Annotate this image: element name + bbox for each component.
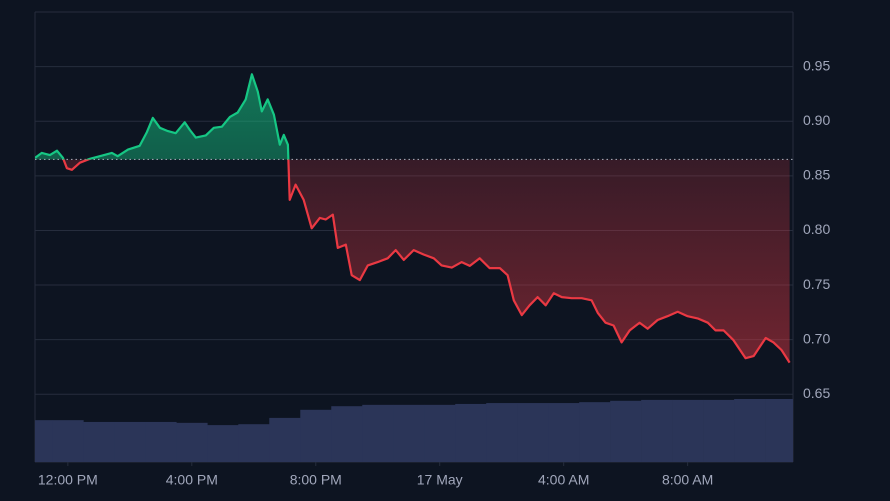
- volume-bar: [579, 402, 611, 462]
- y-tick-label: 0.85: [803, 167, 830, 183]
- y-tick-label: 0.80: [803, 221, 830, 237]
- volume-bar: [176, 422, 208, 462]
- volume-bar: [362, 404, 394, 462]
- y-tick-label: 0.70: [803, 330, 830, 346]
- area-below: [63, 159, 790, 363]
- volume-bar: [207, 425, 239, 462]
- volume-bar: [35, 420, 53, 462]
- volume-bar: [145, 421, 177, 462]
- volume-bar: [610, 400, 642, 462]
- volume-bar: [393, 404, 425, 462]
- volume-bar: [114, 421, 146, 462]
- volume-bar: [548, 403, 580, 462]
- volume-bar: [734, 399, 766, 462]
- price-line-down: [62, 159, 791, 364]
- y-tick-label: 0.90: [803, 112, 830, 128]
- price-line-up: [35, 73, 290, 160]
- y-tick-label: 0.95: [803, 57, 830, 73]
- y-tick-label: 0.75: [803, 276, 830, 292]
- volume-bar: [455, 403, 487, 462]
- volume-bar: [517, 403, 549, 462]
- volume-bar: [703, 399, 735, 462]
- x-tick-label: 8:00 AM: [662, 472, 713, 488]
- volume-bar: [424, 404, 456, 462]
- volume-bar: [52, 420, 84, 462]
- volume-bar: [331, 406, 363, 462]
- area-above: [35, 74, 790, 160]
- volume-bar: [641, 399, 673, 462]
- x-tick-label: 4:00 PM: [166, 472, 218, 488]
- x-tick-label: 17 May: [417, 472, 463, 488]
- x-tick-label: 12:00 PM: [38, 472, 98, 488]
- volume-bar: [300, 409, 332, 462]
- volume-bar: [765, 399, 793, 462]
- y-tick-label: 0.65: [803, 385, 830, 401]
- volume-bar: [269, 417, 301, 462]
- x-tick-label: 8:00 PM: [290, 472, 342, 488]
- volume-bar: [672, 399, 704, 462]
- volume-bar: [238, 424, 270, 462]
- x-tick-label: 4:00 AM: [538, 472, 589, 488]
- volume-bar: [83, 421, 115, 462]
- volume-bar: [486, 403, 518, 462]
